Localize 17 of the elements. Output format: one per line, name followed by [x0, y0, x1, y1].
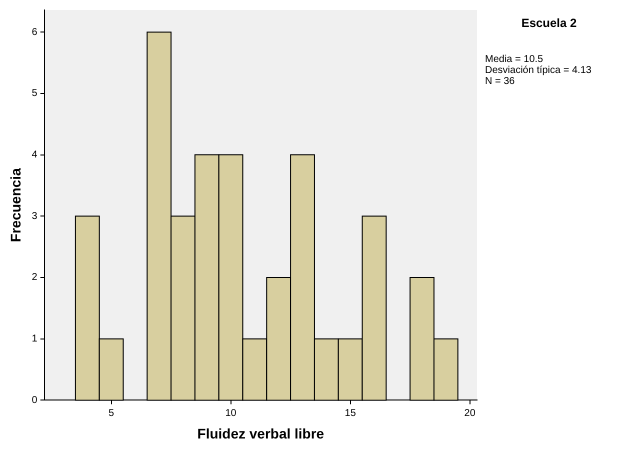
x-tick-label: 10 — [225, 408, 237, 419]
y-tick-label: 4 — [32, 150, 38, 161]
y-tick-label: 2 — [32, 272, 38, 284]
y-tick-label: 3 — [32, 210, 38, 222]
x-tick-label: 15 — [344, 408, 356, 419]
x-tick-label: 20 — [464, 408, 476, 419]
y-tick-label: 6 — [32, 26, 38, 38]
text: N = 36 — [485, 76, 516, 87]
y-tick-label: 1 — [32, 334, 38, 345]
y-tick-label: 0 — [32, 394, 38, 406]
text: Media = 10.5 — [485, 54, 544, 65]
x-axis-title: Fluidez verbal libre — [197, 425, 324, 442]
x-tick-label: 5 — [108, 408, 115, 419]
text: Escuela 2 — [520, 16, 578, 30]
y-tick-label: 5 — [32, 88, 38, 100]
text: Desviación típica = 4.13 — [485, 65, 592, 76]
y-axis-title: Frecuencia — [7, 168, 24, 242]
